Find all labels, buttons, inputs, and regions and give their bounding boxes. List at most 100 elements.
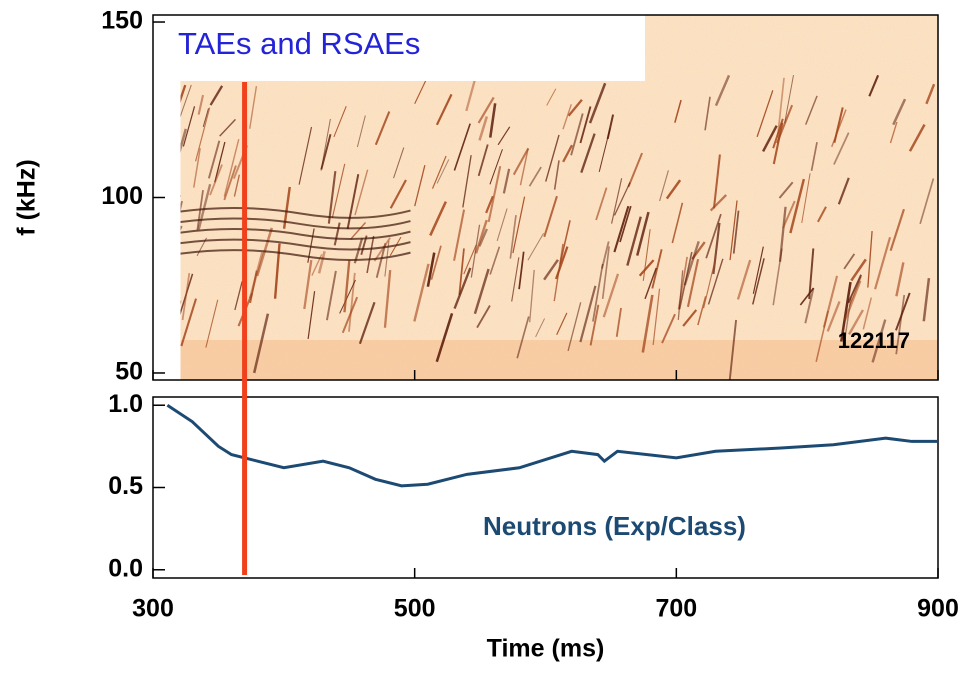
spectral-streak [626, 216, 642, 266]
spectral-streak [489, 149, 503, 185]
spectral-streak [598, 128, 611, 172]
spectral-band [180, 206, 411, 219]
spectral-streak [511, 257, 520, 302]
spectral-streak [180, 84, 192, 118]
spectral-streak [307, 291, 316, 340]
spectral-streak [180, 84, 187, 103]
spectral-streak [705, 213, 722, 259]
spectral-streak [393, 147, 405, 179]
spectral-streak [847, 274, 862, 304]
spectral-streak [488, 103, 497, 138]
spectral-streak [485, 195, 494, 214]
spectral-streak [752, 258, 765, 305]
spectral-streak [462, 155, 472, 208]
spectral-streak [778, 206, 787, 262]
spectral-streak [761, 125, 778, 153]
spectral-streak [822, 275, 839, 328]
spectral-band [180, 228, 411, 240]
spectral-streak [613, 182, 631, 216]
spectral-streak [509, 214, 517, 259]
spectral-streak [843, 253, 856, 270]
spectral-streak [595, 187, 608, 221]
spectral-streak [528, 166, 542, 187]
spectral-streak [602, 273, 620, 318]
spectral-streak [804, 95, 818, 125]
spectral-streak [707, 258, 724, 305]
spectral-streak [346, 174, 360, 230]
spectral-streak [197, 183, 212, 230]
spectral-streak [799, 287, 815, 306]
spectral-streak [453, 209, 466, 261]
spectral-streak [366, 235, 375, 274]
spectral-streak [810, 142, 818, 171]
spectral-streak [512, 147, 530, 176]
spectral-streak [543, 195, 558, 238]
spectral-streak [778, 181, 794, 199]
spectral-streak [868, 74, 880, 97]
spectral-streak [470, 224, 481, 278]
spectral-streak [652, 288, 661, 346]
spectral-streak [704, 96, 711, 131]
spectral-streak [374, 111, 391, 146]
x-tick-label: 900 [917, 595, 959, 623]
spectral-streak [219, 118, 236, 137]
spectral-streak [908, 123, 926, 152]
spectral-streak [661, 313, 676, 344]
spectral-streak [697, 296, 707, 326]
spectral-streak [180, 128, 188, 154]
spectral-streak [478, 116, 489, 141]
spectral-streak [651, 249, 663, 289]
series-label: Neutrons (Exp/Class) [483, 511, 746, 541]
y-axis-label: f (kHz) [13, 159, 41, 235]
spectral-streak [223, 165, 237, 201]
spectral-streak [808, 248, 815, 300]
spectral-streak [644, 267, 657, 300]
spectral-streak [642, 229, 651, 281]
y-tick-label: 150 [101, 7, 143, 35]
spectral-streak [772, 118, 784, 149]
spectral-streak [782, 200, 796, 229]
spectral-streak [804, 288, 815, 324]
spectral-streak [627, 152, 643, 188]
spectral-streak [567, 98, 583, 117]
spectral-streak [816, 206, 827, 223]
spectral-streak [414, 79, 427, 104]
spectral-streak [453, 123, 471, 171]
spectral-streak [209, 85, 224, 106]
spectral-streak [562, 144, 573, 163]
spectral-streak [789, 178, 806, 234]
spectral-streak [677, 270, 684, 320]
spectral-streak [619, 205, 632, 243]
spectral-band [180, 238, 411, 251]
spectral-streak [356, 115, 366, 148]
y-tick-label: 50 [115, 358, 143, 386]
spectral-streak [519, 148, 529, 186]
spectral-streak [516, 316, 530, 359]
spectral-streak [703, 256, 717, 309]
spectral-streak [473, 268, 490, 315]
spectral-streak [736, 259, 752, 300]
spectral-streak [772, 248, 783, 306]
spectral-streak [298, 126, 313, 185]
spectral-band [180, 249, 411, 261]
spectral-streak [712, 154, 721, 209]
spectrogram-floor [180, 340, 939, 380]
spectral-streak [833, 132, 850, 165]
spectral-streak [850, 258, 867, 282]
spectral-band [180, 217, 411, 230]
spectral-streak [180, 225, 183, 231]
spectral-streak [601, 246, 610, 299]
y-tick-label: 100 [101, 182, 143, 210]
spectral-streak [636, 211, 650, 256]
spectral-streak [435, 313, 454, 363]
spectral-streak [922, 277, 931, 322]
spectral-streak [180, 200, 183, 212]
y-tick-label: 0.5 [108, 472, 143, 500]
spectral-streak [518, 251, 525, 290]
spectral-streak [674, 99, 682, 123]
spectral-streak [826, 301, 841, 332]
spectral-streak [570, 113, 584, 156]
spectral-streak [413, 263, 430, 322]
spectral-streak [502, 168, 511, 194]
spectral-streak [756, 90, 774, 138]
